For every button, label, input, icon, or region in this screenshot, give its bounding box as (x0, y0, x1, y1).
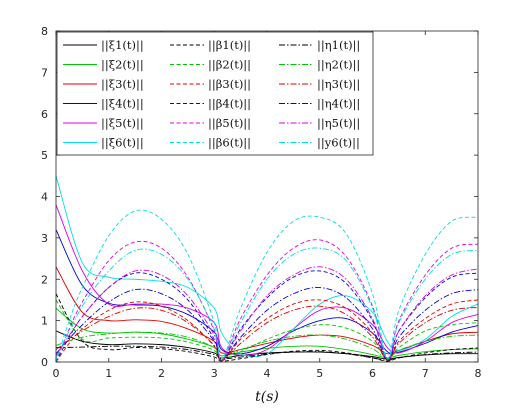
x-tick-label: 1 (105, 367, 112, 380)
series-line-15 (55, 305, 479, 361)
legend-entry-13: ||η1(t)|| (317, 38, 360, 53)
plot-lines (55, 175, 479, 363)
legend-entry-4: ||ξ4(t)|| (101, 97, 144, 112)
x-axis-label: t(s) (255, 389, 279, 405)
series-line-4 (55, 229, 479, 355)
series-line-17 (55, 266, 479, 361)
series-line-7 (55, 293, 479, 362)
legend-entry-1: ||ξ1(t)|| (101, 38, 144, 53)
legend-box (56, 31, 374, 156)
y-tick-label: 7 (41, 66, 48, 79)
series-line-12 (55, 209, 479, 363)
legend-entry-2: ||ξ2(t)|| (101, 58, 144, 73)
y-tick-label: 2 (41, 273, 48, 286)
legend-entry-17: ||η5(t)|| (317, 116, 360, 131)
series-line-16 (55, 286, 479, 361)
legend-entry-3: ||ξ3(t)|| (101, 77, 144, 92)
x-tick-label: 6 (369, 367, 376, 380)
x-tick-label: 0 (53, 367, 60, 380)
series-line-9 (55, 299, 479, 363)
series-line-11 (55, 239, 479, 363)
legend-entry-14: ||η2(t)|| (317, 58, 360, 73)
x-tick-label: 8 (475, 367, 482, 380)
y-tick-label: 3 (41, 232, 48, 245)
legend-entry-18: ||y6(t)|| (317, 136, 360, 151)
y-tick-label: 4 (41, 191, 48, 204)
series-line-18 (55, 247, 479, 360)
y-tick-label: 1 (41, 315, 48, 328)
y-tick-label: 6 (41, 108, 48, 121)
legend-entry-12: ||β6(t)|| (208, 136, 251, 151)
y-tick-label: 8 (41, 25, 48, 38)
y-tick-label: 5 (41, 149, 48, 162)
legend-entry-8: ||β2(t)|| (208, 58, 251, 73)
x-tick-label: 4 (264, 367, 271, 380)
series-line-8 (55, 299, 479, 361)
x-tick-label: 2 (158, 367, 165, 380)
x-tick-label: 7 (422, 367, 429, 380)
series-line-6 (55, 175, 479, 358)
legend-entry-15: ||η3(t)|| (317, 77, 360, 92)
x-tick-label: 3 (211, 367, 218, 380)
series-line-14 (55, 331, 479, 360)
y-tick-label: 0 (41, 356, 48, 369)
legend-entry-10: ||β4(t)|| (208, 97, 251, 112)
series-line-13 (55, 345, 479, 361)
legend-entry-5: ||ξ5(t)|| (101, 116, 144, 131)
legend-entry-9: ||β3(t)|| (208, 77, 251, 92)
legend-entry-6: ||ξ6(t)|| (101, 136, 144, 151)
legend-entry-11: ||β5(t)|| (208, 116, 251, 131)
x-tick-label: 5 (316, 367, 323, 380)
legend-entry-7: ||β1(t)|| (208, 38, 251, 53)
series-line-5 (55, 204, 479, 356)
series-line-2 (55, 307, 479, 359)
legend: ||ξ1(t)|| ||ξ2(t)|| ||ξ3(t)|| ||ξ4(t)|| ||ξ5… (56, 31, 374, 156)
legend-entry-16: ||η4(t)|| (317, 97, 360, 112)
